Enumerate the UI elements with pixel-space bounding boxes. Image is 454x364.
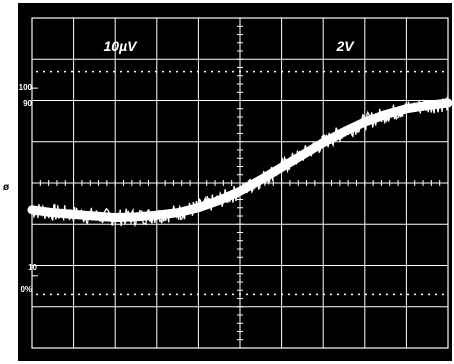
left-channel-label: 10µV	[104, 38, 139, 54]
signal-trace	[27, 94, 453, 228]
trace-noise	[31, 94, 449, 228]
y-tick-label-90: 90	[23, 99, 32, 108]
center-axis-ticks	[31, 17, 449, 349]
scope-screen	[18, 3, 452, 361]
right-channel-label: 2V	[335, 38, 355, 54]
y-tick-label-0: 0%	[20, 285, 32, 294]
y-tick-label-10: 10	[28, 263, 37, 272]
y-tick-label-100: 100	[19, 83, 33, 92]
ground-marker: ø	[3, 182, 10, 193]
